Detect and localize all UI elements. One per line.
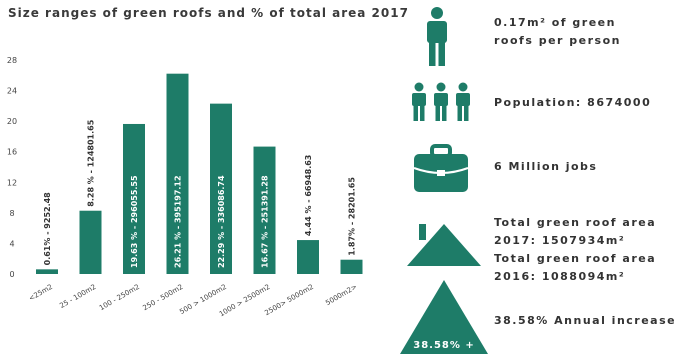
bar-data-label: 1.87% - 28201.65 bbox=[348, 177, 357, 256]
triangle-icon: 38.58% + bbox=[398, 278, 490, 356]
bar-data-label: 16.67 % - 251391.28 bbox=[261, 175, 270, 268]
bar-data-label: 8.28 % - 124801.65 bbox=[87, 119, 96, 206]
y-tick-label: 4 bbox=[9, 239, 14, 248]
y-tick-label: 16 bbox=[7, 148, 17, 157]
y-tick-label: 24 bbox=[7, 87, 17, 96]
increase-text: 38.58% Annual increase bbox=[494, 312, 674, 330]
y-tick-label: 0 bbox=[9, 270, 14, 279]
bar-data-label: 19.63 % - 296055.55 bbox=[130, 175, 139, 268]
bar-data-label: 0.61% - 9252.48 bbox=[43, 192, 52, 266]
x-tick-label: <25m2 bbox=[27, 283, 54, 303]
bar-data-label: 22.29 % - 336086.74 bbox=[217, 175, 226, 268]
bar bbox=[36, 269, 58, 274]
people-icon bbox=[410, 82, 472, 122]
x-tick-label: 5000m2> bbox=[324, 283, 358, 307]
y-tick-label: 28 bbox=[7, 56, 17, 65]
y-tick-label: 20 bbox=[7, 117, 17, 126]
bar-data-label: 4.44 % - 66948.63 bbox=[304, 155, 313, 236]
bar-chart: 0 4 8 12 16 20 24 28 0.61% - 9252.48 <25m2 8.28 % … bbox=[0, 0, 400, 360]
x-tick-label: 2500> 5000m2 bbox=[263, 283, 315, 317]
bar bbox=[341, 260, 363, 274]
area-text: Total green roof area 2017: 1507934m² To… bbox=[494, 214, 656, 286]
briefcase-icon bbox=[412, 144, 470, 194]
bar-data-label: 26.21 % - 395197.12 bbox=[174, 175, 183, 268]
bar bbox=[80, 211, 102, 274]
jobs-text: 6 Million jobs bbox=[494, 158, 597, 176]
population-text: Population: 8674000 bbox=[494, 94, 651, 112]
y-tick-label: 12 bbox=[7, 178, 17, 187]
increase-badge-text: 38.58% + bbox=[413, 340, 475, 351]
y-tick-label: 8 bbox=[9, 209, 14, 218]
x-tick-label: 100 - 250m2 bbox=[98, 283, 141, 312]
house-icon bbox=[405, 222, 483, 268]
bar bbox=[297, 240, 319, 274]
x-tick-label: 250 - 500m2 bbox=[142, 283, 185, 312]
person-icon bbox=[422, 6, 452, 68]
x-tick-label: 25 - 100m2 bbox=[58, 283, 97, 310]
per-person-text: 0.17m² of green roofs per person bbox=[494, 14, 621, 50]
